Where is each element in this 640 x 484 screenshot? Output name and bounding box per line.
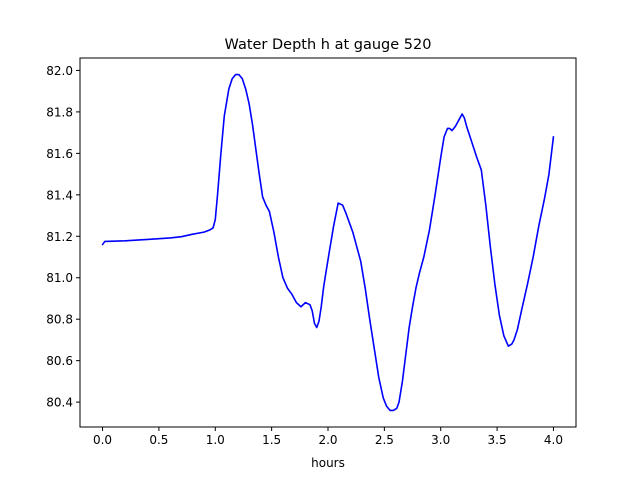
y-tick-label: 81.6 (46, 147, 73, 161)
y-tick-label: 82.0 (46, 64, 73, 78)
y-tick-label: 80.6 (46, 354, 73, 368)
series-line-0 (101, 73, 555, 412)
x-tick-label: 3.0 (431, 433, 450, 447)
y-tick-label: 81.8 (46, 105, 73, 119)
y-tick-label: 81.2 (46, 230, 73, 244)
x-tick-label: 3.5 (488, 433, 507, 447)
plot-area: 0.0 0.5 1.0 1.5 2.0 2.5 3.0 3.5 4.0 80.4 80.6 80.8 8… (46, 57, 577, 447)
x-tick-label: 1.5 (262, 433, 281, 447)
x-tick-label: 4.0 (544, 433, 563, 447)
y-tick-label: 80.4 (46, 396, 73, 410)
x-tick-label: 2.5 (375, 433, 394, 447)
y-tick-label: 81.0 (46, 271, 73, 285)
x-tick-label: 0.0 (93, 433, 112, 447)
x-axis-label: hours (311, 456, 345, 470)
y-tick-label: 81.4 (46, 188, 73, 202)
x-tick-label: 1.0 (206, 433, 225, 447)
x-tick-label: 0.5 (149, 433, 168, 447)
x-tick-label: 2.0 (318, 433, 337, 447)
y-tick-label: 80.8 (46, 313, 73, 327)
chart-title: Water Depth h at gauge 520 (225, 37, 432, 53)
